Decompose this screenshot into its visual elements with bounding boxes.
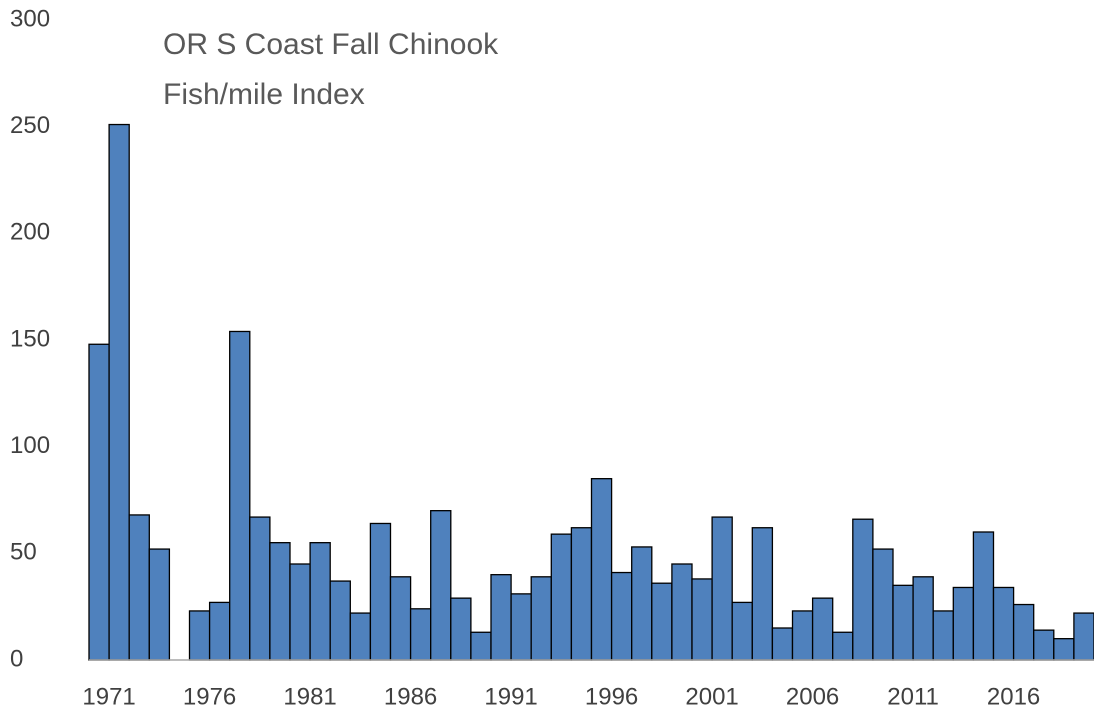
bar <box>128 514 150 661</box>
bar <box>892 584 914 661</box>
bar <box>771 627 794 661</box>
bar <box>108 123 130 661</box>
bar <box>631 546 653 661</box>
bar <box>832 631 854 661</box>
bar <box>289 563 311 661</box>
bar <box>972 531 995 661</box>
bar <box>249 516 271 661</box>
bar <box>530 576 552 661</box>
x-tick-label: 2006 <box>786 683 839 710</box>
y-tick-label: 250 <box>10 112 50 139</box>
bar <box>872 548 894 661</box>
bar <box>1012 603 1035 661</box>
bar <box>610 571 633 661</box>
bar <box>329 580 351 661</box>
bar <box>691 578 713 661</box>
bar <box>811 597 834 661</box>
bar <box>570 527 593 661</box>
y-tick-label: 0 <box>10 645 23 672</box>
bar <box>852 518 874 661</box>
x-tick-label: 1996 <box>585 683 638 710</box>
bar <box>1053 638 1075 661</box>
chart-title: OR S Coast Fall Chinook <box>163 28 499 61</box>
y-tick-label: 300 <box>10 5 50 32</box>
x-tick-label: 1971 <box>82 683 135 710</box>
bar <box>490 574 512 661</box>
y-tick-label: 50 <box>10 539 37 566</box>
bar <box>952 586 975 661</box>
bar <box>711 516 733 661</box>
bar <box>470 631 492 661</box>
bar <box>409 608 432 661</box>
x-tick-label: 2001 <box>685 683 738 710</box>
bar <box>269 542 291 661</box>
bar <box>751 527 774 661</box>
bar <box>651 582 673 661</box>
x-tick-label: 1991 <box>484 683 537 710</box>
bar <box>932 610 954 661</box>
x-tick-label: 1981 <box>283 683 336 710</box>
bar <box>229 330 251 661</box>
x-tick-label: 1976 <box>183 683 236 710</box>
bar <box>208 601 231 661</box>
bar <box>992 586 1015 661</box>
bar <box>309 542 331 661</box>
bar <box>510 593 532 661</box>
bar <box>88 343 110 661</box>
y-tick-label: 150 <box>10 325 50 352</box>
bar <box>731 601 753 661</box>
bar <box>590 478 613 661</box>
x-tick-label: 2011 <box>887 683 939 710</box>
y-tick-label: 100 <box>10 432 50 459</box>
bar <box>430 510 452 661</box>
bar <box>389 576 412 661</box>
bar <box>369 522 392 661</box>
bar <box>450 597 472 661</box>
chart-title: Fish/mile Index <box>163 78 365 111</box>
bar <box>1033 629 1055 661</box>
bar <box>188 610 211 661</box>
bar <box>148 548 171 661</box>
bar <box>1073 612 1094 661</box>
y-tick-label: 200 <box>10 219 50 246</box>
bar <box>912 576 934 661</box>
bar <box>550 533 573 661</box>
bar <box>349 612 372 661</box>
bar <box>791 610 814 661</box>
bar <box>671 563 693 661</box>
x-tick-label: 1986 <box>384 683 437 710</box>
x-tick-label: 2016 <box>987 683 1040 710</box>
